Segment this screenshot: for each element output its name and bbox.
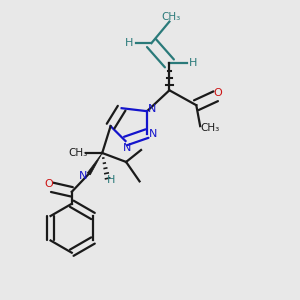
- Text: N: N: [149, 129, 157, 139]
- Text: CH₃: CH₃: [69, 148, 88, 158]
- Text: H: H: [125, 38, 133, 48]
- Text: CH₃: CH₃: [200, 123, 219, 133]
- Text: O: O: [45, 179, 53, 189]
- Text: N: N: [148, 104, 157, 114]
- Polygon shape: [87, 153, 102, 175]
- Text: N: N: [123, 142, 131, 153]
- Text: H: H: [189, 58, 197, 68]
- Text: O: O: [214, 88, 223, 98]
- Text: N: N: [79, 171, 88, 181]
- Text: CH₃: CH₃: [161, 12, 181, 22]
- Text: H: H: [107, 175, 116, 185]
